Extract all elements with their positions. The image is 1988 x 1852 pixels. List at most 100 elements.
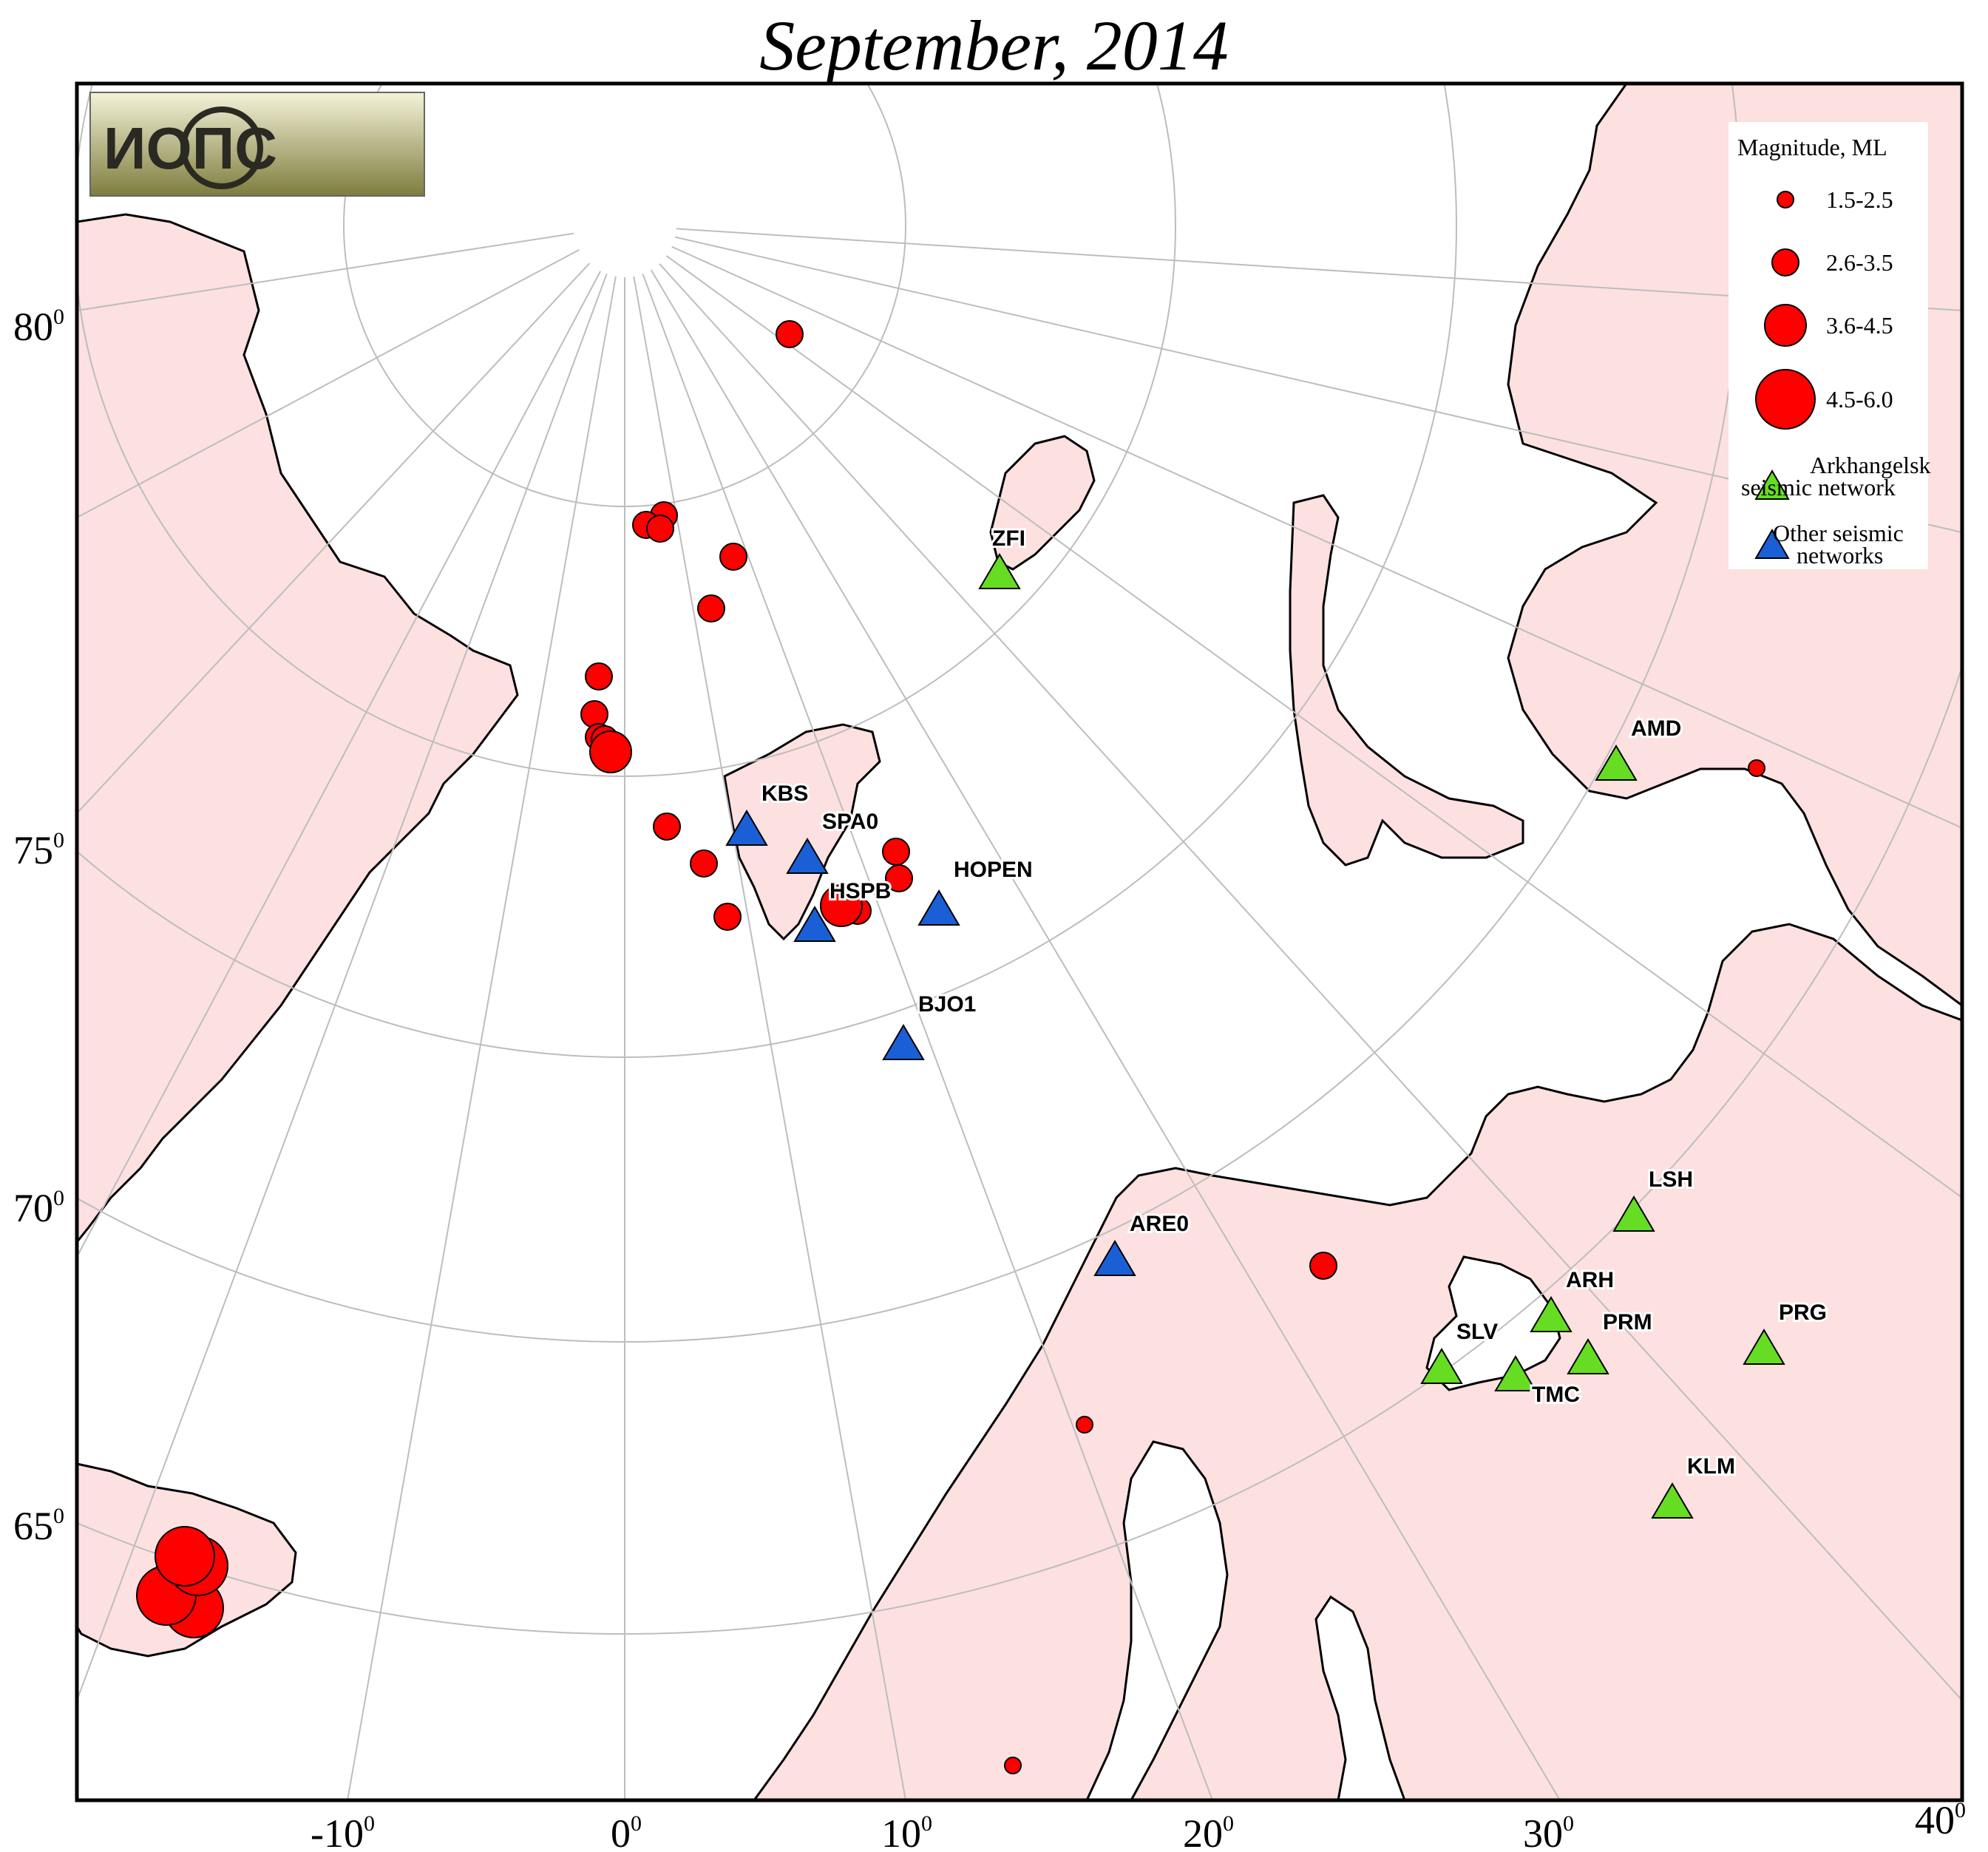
station-slv-label: SLV — [1456, 1320, 1498, 1344]
legend-magnitude-symbol-2 — [1771, 248, 1799, 277]
station-hopen-label: HOPEN — [954, 858, 1033, 882]
pole-blank — [573, 174, 676, 277]
station-kbs-label: KBS — [761, 781, 808, 806]
station-klm-label: KLM — [1687, 1454, 1735, 1479]
logo-globe-icon — [180, 106, 263, 189]
earthquake-event — [1004, 1757, 1022, 1774]
station-prm-triangle-icon — [1567, 1338, 1609, 1374]
earthquake-event — [580, 700, 608, 728]
station-lsh-label: LSH — [1649, 1167, 1693, 1192]
legend-magnitude-label-3: 3.6-4.5 — [1826, 312, 1893, 339]
legend-magnitude-label-2: 2.6-3.5 — [1826, 249, 1893, 276]
earthquake-event — [882, 838, 910, 866]
longitude-labels: -100 00 100 200 300 400 — [311, 1798, 1966, 1852]
svalbard-land — [723, 723, 881, 941]
legend: Magnitude, ML 1.5-2.5 2.6-3.5 3.6-4.5 4.… — [1729, 122, 1931, 569]
lon-label-10: 100 — [881, 1811, 932, 1852]
logo-text: ИОПС — [104, 115, 277, 181]
station-amd-triangle-icon — [1595, 744, 1638, 781]
station-prg-triangle-icon — [1743, 1329, 1785, 1365]
map-title: September, 2014 — [759, 6, 1229, 85]
station-spa0-triangle-icon — [786, 838, 829, 874]
station-tmc-label: TMC — [1532, 1383, 1580, 1407]
earthquake-event — [1076, 1416, 1093, 1434]
station-arh-label: ARH — [1566, 1268, 1614, 1292]
lon-label-30: 300 — [1523, 1811, 1574, 1852]
greenland-land — [77, 213, 519, 1244]
station-lsh-triangle-icon — [1612, 1195, 1655, 1232]
station-kbs-triangle-icon — [725, 810, 768, 846]
graticule-meridian-10 — [624, 225, 906, 1800]
lon-label-0: 00 — [611, 1811, 642, 1852]
stations-layer: ZFI KBS SPA0 HSPB HOPEN BJO1 AMD ARE0 LSH ARH PRM S… — [725, 524, 1829, 1519]
scandinavia-russia-mainland — [753, 923, 1962, 1800]
earthquake-event — [719, 543, 747, 571]
station-slv-triangle-icon — [1420, 1348, 1463, 1384]
lat-label-65: 650 — [13, 1504, 64, 1548]
station-hspb-label: HSPB — [830, 879, 891, 903]
legend-magnitude-label-4: 4.5-6.0 — [1826, 386, 1893, 413]
lat-label-75: 750 — [13, 828, 64, 872]
graticule-meridian-m50 — [77, 225, 625, 518]
legend-magnitude-symbol-3 — [1764, 304, 1807, 347]
earthquake-event — [885, 864, 913, 892]
graticule-meridian-30 — [624, 225, 1561, 1800]
legend-magnitude-symbol-4 — [1755, 369, 1816, 430]
earthquake-event — [646, 515, 674, 543]
lat-label-70: 700 — [13, 1186, 64, 1230]
station-arh-triangle-icon — [1530, 1296, 1573, 1332]
earthquake-event — [155, 1526, 215, 1587]
earthquake-event — [589, 730, 632, 773]
franz-josef-land — [989, 435, 1096, 571]
legend-arkhangelsk-line1: Arkhangelsk — [1810, 452, 1931, 478]
graticule-meridian-m60 — [77, 225, 625, 311]
station-zfi-triangle-icon — [978, 553, 1021, 589]
events-layer — [136, 320, 1765, 1774]
graticule-meridian-m40 — [77, 225, 625, 814]
station-hspb-triangle-icon — [793, 906, 836, 942]
graticule-meridian-m30 — [77, 225, 625, 1258]
map-frame — [75, 81, 1964, 1802]
legend-arkhangelsk-triangle-icon — [1754, 469, 1790, 500]
graticule-meridian-50 — [624, 225, 1962, 1198]
legend-arkhangelsk-line2: seismic network — [1741, 474, 1896, 501]
station-are0-triangle-icon — [1093, 1240, 1136, 1276]
station-klm-triangle-icon — [1651, 1482, 1694, 1519]
novaya-zemlya — [1289, 494, 1524, 866]
graticule-meridian-60 — [624, 225, 1962, 829]
lon-label-20: 200 — [1183, 1811, 1234, 1852]
earthquake-event — [1309, 1252, 1337, 1280]
graticule-meridian-m20 — [77, 225, 625, 1701]
earthquake-event — [1748, 759, 1765, 777]
earthquake-event — [697, 594, 725, 623]
legend-title: Magnitude, ML — [1737, 134, 1887, 160]
station-zfi-label: ZFI — [992, 526, 1025, 551]
station-hopen-triangle-icon — [917, 889, 960, 926]
station-tmc-triangle-icon — [1494, 1355, 1537, 1391]
station-amd-label: AMD — [1631, 716, 1681, 741]
graticule-meridian-m10 — [347, 225, 625, 1800]
station-spa0-label: SPA0 — [822, 810, 878, 834]
earthquake-event — [776, 320, 804, 348]
graticule-meridian-20 — [624, 225, 1213, 1800]
latitude-labels: 800 750 700 650 — [13, 305, 64, 1548]
gulf-of-bothnia — [1085, 1440, 1229, 1800]
lat-label-80: 800 — [13, 305, 64, 349]
earthquake-event — [585, 662, 613, 691]
station-prg-label: PRG — [1779, 1300, 1827, 1325]
legend-other-networks-triangle-icon — [1754, 529, 1790, 559]
station-are0-label: ARE0 — [1130, 1212, 1189, 1236]
institute-logo: ИОПС — [89, 92, 425, 197]
lon-label-40: 400 — [1915, 1798, 1966, 1842]
lon-label-m10: -100 — [311, 1811, 375, 1852]
station-bjo1-label: BJO1 — [918, 992, 976, 1017]
white-sea — [1425, 1255, 1561, 1391]
legend-magnitude-symbol-1 — [1777, 191, 1794, 208]
station-prm-label: PRM — [1603, 1310, 1652, 1334]
legend-magnitude-label-1: 1.5-2.5 — [1826, 186, 1893, 213]
earthquake-event — [713, 903, 742, 931]
graticule-meridian-40 — [624, 225, 1962, 1701]
legend-other-networks-line2: networks — [1797, 542, 1883, 569]
earthquake-event — [820, 884, 863, 927]
